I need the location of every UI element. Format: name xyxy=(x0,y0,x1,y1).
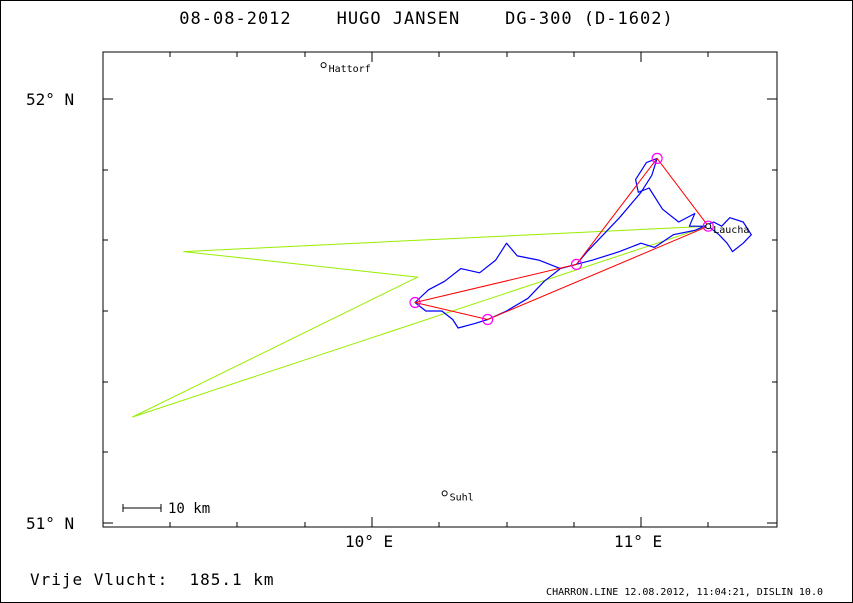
task-layer xyxy=(414,157,709,320)
turnpoint-marker xyxy=(651,152,663,164)
lat-label-52: 52° N xyxy=(26,90,74,109)
flight-track xyxy=(414,157,752,329)
distance-label: Vrije Vlucht: xyxy=(30,570,169,589)
task-route xyxy=(414,157,709,320)
credits-text: CHARRON.LINE 12.08.2012, 11:04:21, DISLI… xyxy=(546,587,823,598)
lon-label-11: 11° E xyxy=(614,532,662,551)
rogue-line xyxy=(132,225,709,418)
distance-summary: Vrije Vlucht: 185.1 km xyxy=(30,570,275,589)
track-layer xyxy=(414,157,752,329)
place-label: Laucha xyxy=(713,225,749,236)
flight-title: 08-08-2012 HUGO JANSEN DG-300 (D-1602) xyxy=(0,9,853,29)
distance-value: 185.1 km xyxy=(189,570,275,589)
rogue-line-layer xyxy=(132,225,709,418)
turnpoint-layer xyxy=(409,152,714,326)
place-label: Hattorf xyxy=(329,64,371,75)
scale-bar-label: 10 km xyxy=(168,501,210,517)
turnpoint-marker xyxy=(570,258,583,270)
lon-label-10: 10° E xyxy=(345,532,393,551)
scale-bar: 10 km xyxy=(122,501,210,517)
place-marker-icon xyxy=(320,62,327,69)
place-label: Suhl xyxy=(450,492,474,503)
lat-label-51: 51° N xyxy=(26,514,74,533)
map-plot-frame xyxy=(102,51,778,528)
title-pilot: HUGO JANSEN xyxy=(336,9,461,29)
title-date: 08-08-2012 xyxy=(179,9,292,29)
place-marker-icon xyxy=(441,490,448,497)
title-glider: DG-300 (D-1602) xyxy=(505,9,674,29)
places-layer: Hattorf Laucha Suhl xyxy=(320,62,749,503)
place-marker-icon xyxy=(705,223,712,230)
turnpoint-marker xyxy=(702,220,714,232)
turnpoint-marker xyxy=(409,296,421,309)
turnpoint-marker xyxy=(482,313,494,326)
